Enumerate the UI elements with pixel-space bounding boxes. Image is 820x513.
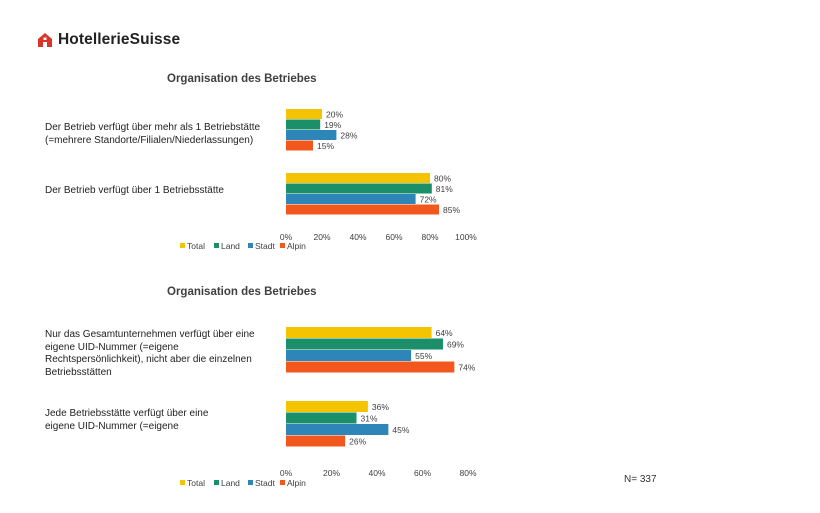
chart-1-value-label-total-1: 20% — [326, 110, 343, 120]
chart-1-legend-label-alpin: Alpin — [287, 241, 306, 251]
chart-2-x-tick-label: 60% — [414, 468, 431, 478]
chart-2-value-label-stadt-1: 55% — [415, 351, 432, 361]
brand-logo: HotellerieSuisse — [37, 30, 180, 50]
chart-2-value-label-total-2: 36% — [372, 402, 389, 412]
chart-2-x-tick-label: 20% — [323, 468, 340, 478]
chart-1-legend-swatch-stadt — [248, 243, 253, 248]
chart-1-value-label-alpin-2: 85% — [443, 205, 460, 215]
chart-1-legend-label-land: Land — [221, 241, 240, 251]
chart-2-value-label-stadt-2: 45% — [392, 425, 409, 435]
chart-1-bar-alpin-1 — [286, 140, 313, 151]
chart-2-legend-swatch-total — [180, 480, 185, 485]
chart-2-category-label-1: Nur das Gesamtunternehmen verfügt über e… — [45, 329, 255, 378]
chart-2-x-tick-label: 80% — [459, 468, 476, 478]
chart-2-value-label-total-1: 64% — [436, 328, 453, 338]
chart-2-x-tick-label: 40% — [368, 468, 385, 478]
chart-2-value-label-land-2: 31% — [361, 414, 378, 424]
chart-1-category-label-1: Der Betrieb verfügt über mehr als 1 Betr… — [45, 122, 261, 146]
chart-1-bar-total-2 — [286, 173, 430, 183]
chart-2-value-label-alpin-2: 26% — [349, 437, 366, 447]
hotel-house-icon — [38, 33, 52, 47]
chart-1-x-tick-label: 0% — [280, 232, 293, 242]
chart-1-x-tick-label: 40% — [349, 232, 366, 242]
chart-1-value-label-stadt-1: 28% — [340, 131, 357, 141]
chart-2-bar-land-1 — [286, 338, 443, 350]
chart-2-title: Organisation des Betriebes — [167, 286, 317, 298]
chart-2-category-label-2: Jede Betriebsstätte verfügt über eine ei… — [45, 408, 209, 432]
chart-2-legend-label-alpin: Alpin — [287, 478, 306, 488]
chart-1-x-tick-label: 80% — [421, 232, 438, 242]
sample-size-note: N= 337 — [624, 474, 657, 485]
chart-2-bar-total-2 — [286, 401, 368, 412]
chart-2-bar-stadt-1 — [286, 350, 412, 361]
chart-2-legend-swatch-stadt — [248, 480, 253, 485]
chart-2-bar-total-1 — [286, 327, 432, 338]
chart-1-value-label-land-1: 19% — [324, 120, 341, 130]
chart-2-value-label-land-1: 69% — [447, 340, 464, 350]
chart-1-value-label-alpin-1: 15% — [317, 141, 334, 151]
chart-1-x-tick-label: 20% — [313, 232, 330, 242]
chart-2-legend-label-land: Land — [221, 478, 240, 488]
chart-1-x-tick-label: 100% — [455, 232, 477, 242]
chart-1-bar-total-1 — [286, 109, 322, 119]
chart-2-bar-land-2 — [286, 412, 357, 424]
chart-1-title: Organisation des Betriebes — [167, 73, 317, 85]
chart-1-legend-swatch-total — [180, 243, 185, 248]
chart-1-category-label-2: Der Betrieb verfügt über 1 Betriebsstätt… — [45, 185, 224, 196]
chart-2-legend-swatch-alpin — [280, 480, 285, 485]
chart-1-value-label-stadt-2: 72% — [420, 195, 437, 205]
chart-1-bar-stadt-2 — [286, 194, 416, 204]
chart-1-legend-swatch-land — [214, 243, 219, 248]
chart-1-value-label-total-2: 80% — [434, 174, 451, 184]
chart-1-value-label-land-2: 81% — [436, 184, 453, 194]
chart-1-bar-stadt-1 — [286, 130, 337, 140]
chart-1-legend-label-total: Total — [187, 241, 205, 251]
chart-2-x-tick-label: 0% — [280, 468, 293, 478]
chart-2-legend-label-total: Total — [187, 478, 205, 488]
chart-2-bar-alpin-1 — [286, 361, 455, 373]
chart-2-value-label-alpin-1: 74% — [458, 363, 475, 373]
chart-1-bar-land-1 — [286, 119, 321, 130]
chart-2-legend-label-stadt: Stadt — [255, 478, 275, 488]
chart-1-x-tick-label: 60% — [385, 232, 402, 242]
chart-2-bar-stadt-2 — [286, 424, 389, 435]
chart-1-legend-label-stadt: Stadt — [255, 241, 275, 251]
chart-2-legend-swatch-land — [214, 480, 219, 485]
chart-1-bar-alpin-2 — [286, 204, 439, 215]
chart-1-bar-land-2 — [286, 183, 432, 194]
chart-2-bar-alpin-2 — [286, 435, 346, 447]
chart-1-legend-swatch-alpin — [280, 243, 285, 248]
brand-name: HotellerieSuisse — [58, 31, 181, 48]
